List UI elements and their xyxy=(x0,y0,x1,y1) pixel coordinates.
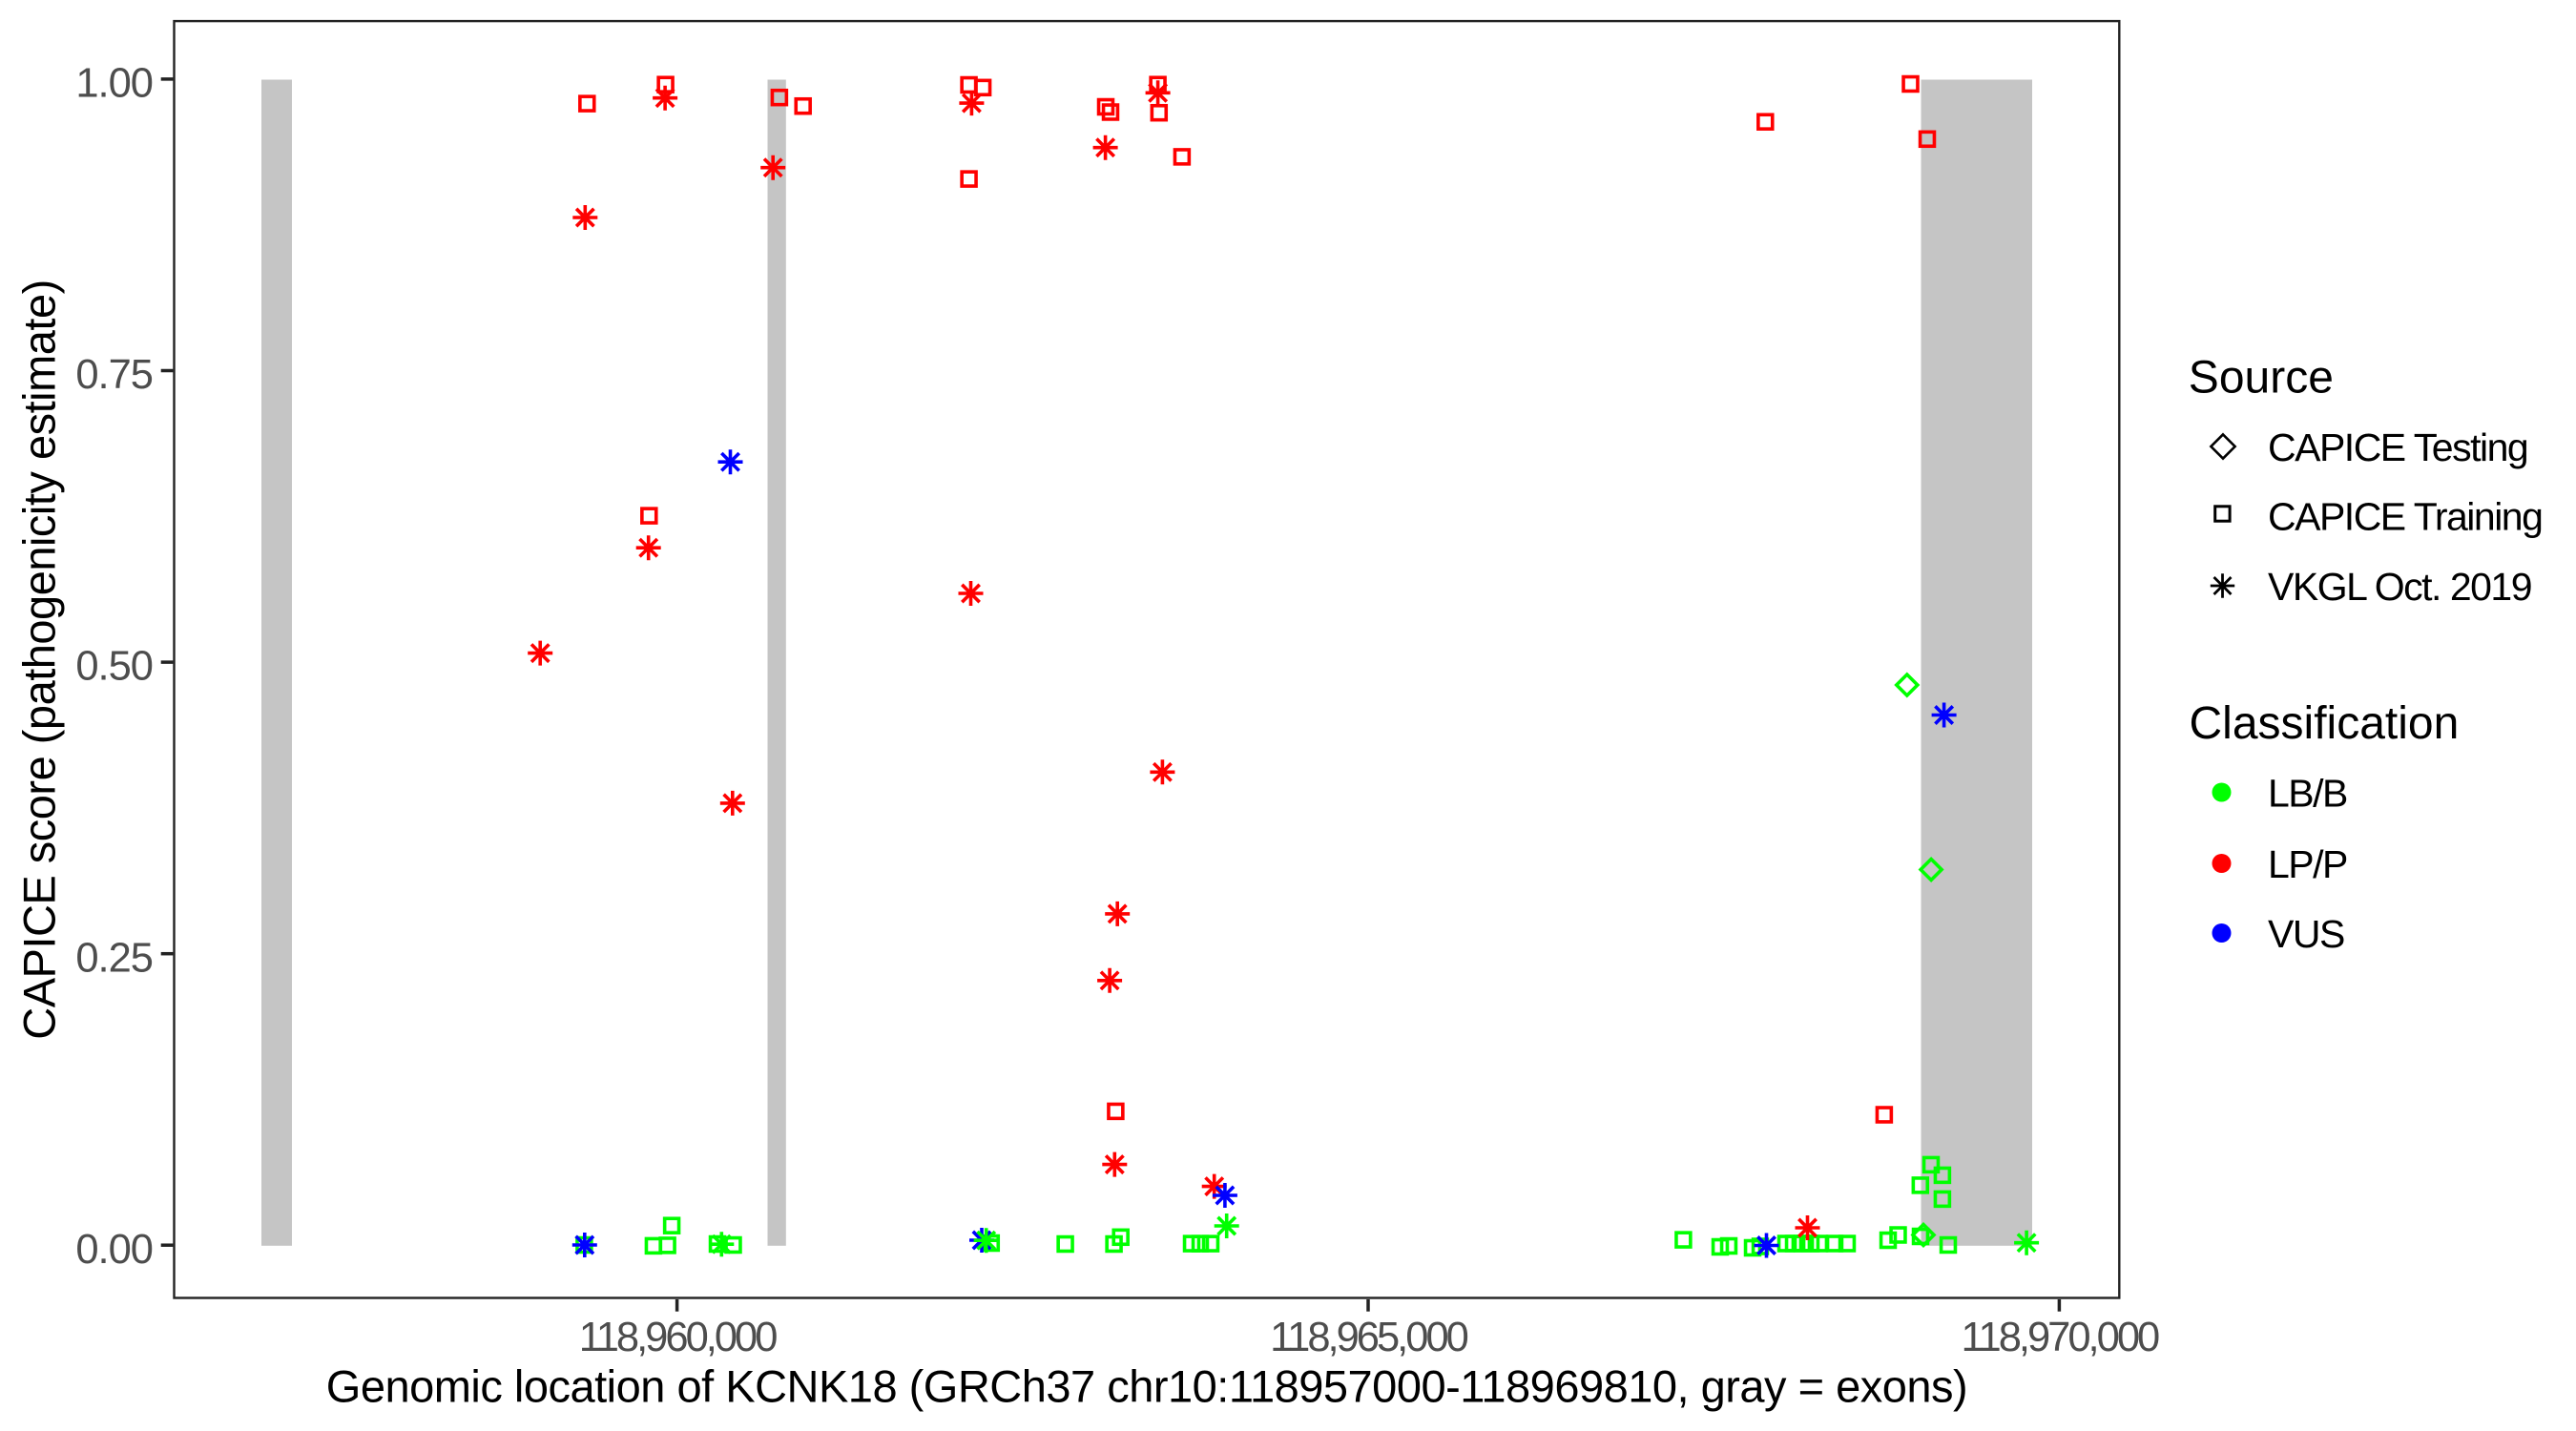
svg-text:VUS: VUS xyxy=(2268,912,2344,956)
svg-text:CAPICE Testing: CAPICE Testing xyxy=(2268,425,2527,469)
svg-text:0.00: 0.00 xyxy=(75,1227,153,1273)
svg-text:1.00: 1.00 xyxy=(75,61,153,107)
svg-text:Source: Source xyxy=(2189,353,2334,404)
svg-text:0.75: 0.75 xyxy=(75,352,153,398)
svg-text:CAPICE Training: CAPICE Training xyxy=(2268,495,2542,539)
svg-text:118,960,000: 118,960,000 xyxy=(579,1315,777,1360)
svg-text:0.25: 0.25 xyxy=(75,935,153,981)
svg-text:Genomic location of KCNK18 (GR: Genomic location of KCNK18 (GRCh37 chr10… xyxy=(326,1361,1967,1412)
svg-text:VKGL Oct. 2019: VKGL Oct. 2019 xyxy=(2268,565,2531,609)
svg-text:0.50: 0.50 xyxy=(75,644,153,690)
svg-text:118,970,000: 118,970,000 xyxy=(1962,1315,2159,1360)
svg-text:Classification: Classification xyxy=(2190,698,2460,749)
svg-text:118,965,000: 118,965,000 xyxy=(1270,1315,1467,1360)
svg-text:CAPICE score (pathogenicity es: CAPICE score (pathogenicity estimate) xyxy=(14,280,65,1040)
svg-text:LP/P: LP/P xyxy=(2268,842,2347,886)
svg-text:LB/B: LB/B xyxy=(2268,772,2347,816)
